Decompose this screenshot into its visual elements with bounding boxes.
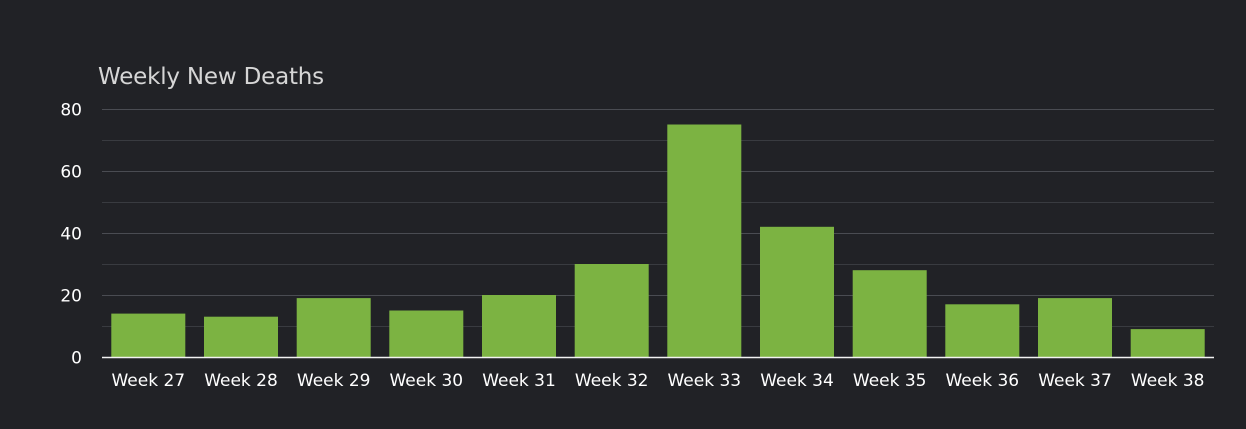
bar[interactable] [1130, 329, 1205, 357]
y-tick-label: 80 [60, 101, 82, 121]
x-tick-label: Week 30 [389, 371, 463, 391]
y-tick-label: 40 [60, 225, 82, 245]
bar[interactable] [574, 264, 649, 357]
x-tick-label: Week 31 [482, 371, 556, 391]
x-tick-label: Week 28 [204, 371, 278, 391]
bar[interactable] [945, 304, 1020, 357]
y-tick-label: 60 [60, 163, 82, 183]
bars [111, 124, 1205, 358]
bar[interactable] [204, 316, 278, 357]
bar[interactable] [667, 124, 742, 358]
gridlines [102, 109, 1214, 327]
x-axis: Week 27 Week 28 Week 29 Week 30 Week 31 Week … [102, 356, 1214, 391]
x-tick-label: Week 33 [667, 371, 741, 391]
x-tick-label: Week 27 [111, 371, 185, 391]
bar[interactable] [111, 313, 186, 357]
x-tick-label: Week 35 [853, 371, 927, 391]
bar[interactable] [1038, 298, 1112, 357]
x-tick-label: Week 29 [297, 371, 371, 391]
bar[interactable] [296, 298, 371, 357]
y-tick-label: 20 [60, 287, 82, 307]
y-axis: 0 20 40 60 80 [60, 101, 82, 369]
x-tick-label: Week 34 [760, 371, 834, 391]
chart-title: Weekly New Deaths [98, 64, 324, 90]
x-tick-label: Week 38 [1131, 371, 1205, 391]
bar[interactable] [482, 295, 556, 357]
bar[interactable] [389, 310, 464, 358]
y-tick-label: 0 [71, 349, 82, 369]
x-tick-label: Week 36 [945, 371, 1019, 391]
bar[interactable] [852, 270, 927, 357]
x-tick-label: Week 37 [1038, 371, 1112, 391]
x-tick-label: Week 32 [575, 371, 649, 391]
bar[interactable] [760, 226, 834, 357]
